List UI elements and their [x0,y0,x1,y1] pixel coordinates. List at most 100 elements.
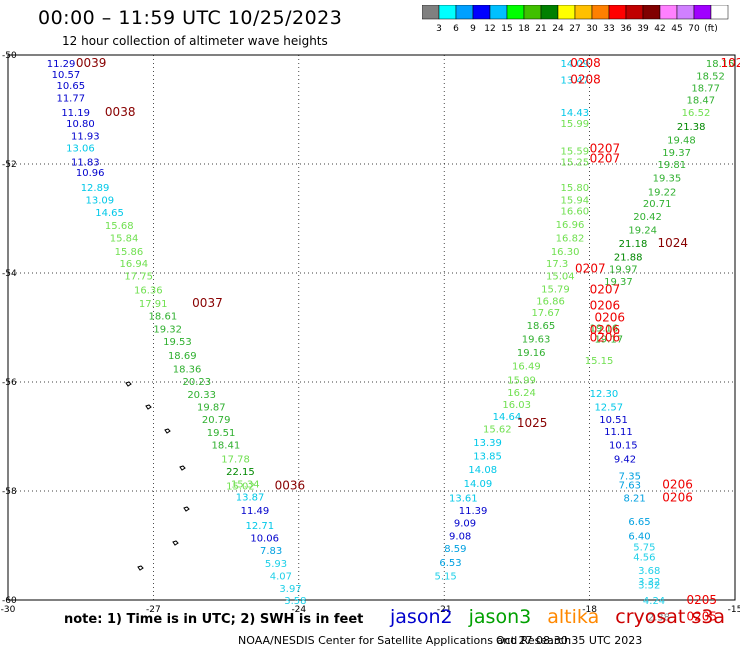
scale-label: 9 [470,24,476,34]
scale-label: 42 [654,24,665,34]
pass-time-label: 0037 [192,296,223,310]
pass-time-label: 0205 [687,609,718,623]
scale-label: 33 [603,24,614,34]
wave-height-value: 18.77 [691,84,720,95]
pass-time-label: 0039 [76,56,107,70]
island-outline [172,540,179,546]
wave-height-value: 17.67 [531,308,560,319]
wave-height-value: 20.33 [187,390,216,401]
wave-height-value: 12.89 [81,183,110,194]
wave-height-value: 19.37 [604,277,633,288]
pass-time-label: 0206 [594,311,625,325]
wave-height-value: 12.71 [245,521,274,532]
scale-label: 6 [453,24,459,34]
x-tick-label: -18 [582,605,597,615]
wave-height-value: 18.65 [527,321,556,332]
island-outline [145,404,152,410]
y-tick-label: -52 [2,160,17,170]
scale-label: 70 [688,24,700,34]
wave-height-value: 15.62 [483,424,512,435]
wave-height-value: 16.49 [512,362,541,373]
chart-subtitle: 12 hour collection of altimeter wave hei… [62,34,328,48]
wave-height-value: 19.17 [594,334,623,345]
wave-height-value: 15.99 [507,375,536,386]
wave-height-value: 10.06 [250,533,279,544]
scale-label: 3 [436,24,442,34]
wave-height-value: 16.36 [134,285,163,296]
wave-height-value: 19.53 [163,337,192,348]
pass-time-label: 0206 [662,491,693,505]
scale-label: 27 [569,24,580,34]
wave-height-value: 10.57 [52,70,81,81]
wave-height-value: 12.57 [594,403,623,414]
island-outline [179,465,186,471]
pass-time-label: 0205 [687,593,718,607]
chart-title: 00:00 – 11:59 UTC 10/25/2023 [38,7,343,29]
wave-height-value: 15.02 [226,482,255,493]
wave-height-value: 20.42 [633,212,662,223]
wave-height-value: 18.61 [149,312,178,323]
scale-label: 39 [637,24,649,34]
wave-height-value: 15.86 [115,247,144,258]
wave-height-value: 19.37 [662,148,691,159]
wave-height-value: 13.85 [473,452,502,463]
wave-height-value: 6.40 [628,532,650,543]
wave-height-value: 15.04 [546,272,575,283]
island-outline [125,381,132,387]
wave-height-value: 9.09 [454,519,476,530]
wave-height-value: 10.51 [599,415,628,426]
wave-height-value: 11.49 [241,506,270,517]
wave-height-value: 18.52 [696,72,725,83]
wave-height-value: 18.36 [173,364,202,375]
wave-height-value: 16.52 [682,108,711,119]
x-tick-label: -15 [728,605,740,615]
wave-height-value: 8.21 [624,494,646,505]
wave-height-value: 5.75 [633,543,655,554]
wave-height-value: 11.19 [61,108,90,119]
wave-height-value: 15.94 [561,195,590,206]
legend-altika: altika [547,606,600,628]
wave-height-value: 15.79 [541,284,570,295]
pass-time-label: 0206 [590,330,621,344]
wave-height-value: 14.43 [561,108,590,119]
wave-height-value: 16.94 [119,259,148,270]
pass-time-label: 0038 [105,105,136,119]
pass-time-label: 0206 [590,299,621,313]
wave-height-value: 19.63 [522,334,551,345]
wave-height-value: 3.52 [638,581,660,592]
wave-height-value: 7.63 [619,480,641,491]
island-outline [183,506,190,512]
wave-height-value: 19.35 [653,174,682,185]
wave-height-value: 14.09 [464,479,493,490]
wave-height-value: 3.68 [638,566,660,577]
wave-height-value: 18.69 [168,351,197,362]
wave-height-value: 16.30 [551,247,580,258]
wave-height-value: 15.25 [561,157,590,168]
wave-height-value: 13.39 [473,438,502,449]
wave-height-value: 7.35 [619,472,641,483]
wave-height-value: 15.84 [110,234,139,245]
legend-jason3: jason3 [468,606,532,628]
wave-height-value: 13.87 [236,492,265,503]
wave-height-value: 17.3 [546,259,568,270]
wave-height-value: 3.58 [284,596,306,607]
pass-time-label: 0206 [662,477,693,491]
wave-height-value: 10.65 [56,81,85,92]
wave-height-value: 15.80 [561,183,590,194]
wave-height-value: 10.96 [76,168,105,179]
pass-time-label: 102 [720,56,740,70]
wave-height-value: 15.59 [561,146,590,157]
wave-height-value: 5.15 [435,571,457,582]
wave-height-value: 19.32 [153,325,182,336]
wave-height-value: 15.34 [231,479,260,490]
pass-time-label: 0036 [275,479,306,493]
scale-label: 30 [586,24,598,34]
wave-height-value: 15.15 [585,356,614,367]
wave-height-value: 21.38 [677,122,706,133]
wave-height-value: 11.77 [56,94,85,105]
scale-swatch [710,5,729,20]
pass-time-label: 1024 [657,236,688,250]
satellite-legend: jason2 jason3 altika cryosat s3a [390,606,735,628]
pass-time-label: 0207 [590,142,621,156]
wave-height-value: 3.97 [279,584,301,595]
